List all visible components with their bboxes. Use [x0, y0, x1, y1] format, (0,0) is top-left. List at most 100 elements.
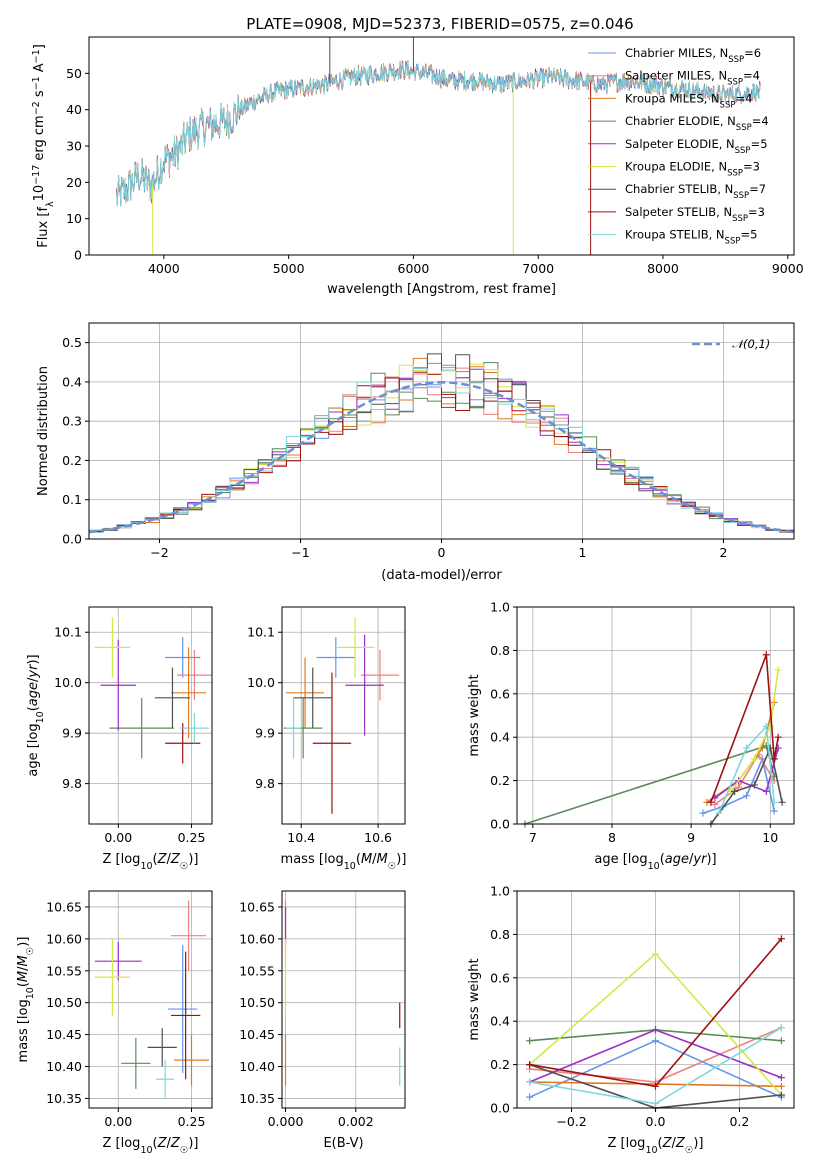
- legend-label: Kroupa ELODIE, NSSP=3: [625, 160, 760, 179]
- y-tick-label: 9.8: [255, 776, 275, 791]
- figure-title: PLATE=0908, MJD=52373, FIBERID=0575, z=0…: [246, 15, 633, 33]
- error-bar-point: [156, 1060, 174, 1099]
- mass-weight-marker: [652, 950, 659, 958]
- y-tick-label: 0.2: [490, 773, 510, 788]
- x-tick-label: 1: [579, 545, 587, 560]
- y-tick-label: 9.8: [62, 776, 82, 791]
- y-tick-label: 10.65: [46, 899, 82, 914]
- y-tick-label: 0.0: [490, 817, 510, 832]
- y-tick-label: 0.2: [490, 1057, 510, 1072]
- y-axis-label: Normed distribution: [36, 366, 51, 496]
- y-tick-label: 0.5: [62, 335, 82, 350]
- error-bar-point: [285, 657, 325, 729]
- panel-2: −2 −1 0 1 2 0.0 0.1 0.2 0.3 0.4 0.5 (data-model)/er…: [36, 322, 795, 583]
- panel-4: 10.4 10.6 9.8 9.9 10.0 10.1 mass [log10(M/M☉)]: [247, 606, 406, 872]
- x-tick-label: 0: [438, 545, 446, 560]
- error-bar-point: [94, 617, 130, 678]
- x-axis-label: Z [log10(Z/Z☉)]: [607, 1136, 703, 1156]
- error-bar-point: [316, 637, 356, 678]
- y-axis-label: mass weight: [467, 674, 482, 756]
- legend-label: Salpeter ELODIE, NSSP=5: [625, 137, 768, 156]
- y-tick-label: 0.1: [62, 492, 82, 507]
- gaussian-curve: [89, 381, 794, 534]
- x-tick-label: 8: [608, 830, 616, 845]
- y-tick-label: 10.40: [46, 1059, 82, 1074]
- y-axis-label: age [log10(age/yr)]: [26, 654, 46, 776]
- legend-label: Chabrier ELODIE, NSSP=4: [625, 114, 769, 133]
- mass-weight-marker: [750, 755, 758, 763]
- axes-frame: [88, 606, 213, 825]
- mass-weight-marker: [707, 798, 715, 806]
- mass-weight-line: [710, 654, 779, 803]
- x-tick-label: 0.2: [729, 1114, 749, 1129]
- y-tick-label: 30: [66, 139, 82, 154]
- x-tick-label: 9000: [772, 261, 804, 276]
- y-tick-label: 0.2: [62, 453, 82, 468]
- y-tick-label: 0.8: [490, 643, 510, 658]
- x-tick-label: 7: [529, 830, 537, 845]
- x-tick-label: −0.2: [556, 1114, 586, 1129]
- legend-label: Salpeter MILES, NSSP=4: [625, 69, 760, 88]
- y-tick-label: 0.6: [490, 970, 510, 985]
- axes-frame: [516, 606, 795, 825]
- mass-weight-marker: [777, 1082, 785, 1090]
- x-axis-label: (data-model)/error: [381, 568, 502, 583]
- mass-weight-marker: [526, 1093, 534, 1101]
- y-tick-label: 10.50: [46, 995, 82, 1010]
- x-tick-label: 0.25: [178, 1114, 206, 1129]
- panel-3: 0.00 0.25 9.8 9.9 10.0 10.1 Z [log10(Z/Z☉)] age…: [26, 606, 213, 872]
- y-tick-label: 10.1: [54, 625, 82, 640]
- mass-weight-marker: [777, 1037, 785, 1045]
- spectrum-line: [116, 61, 761, 207]
- x-axis-label: E(B-V): [323, 1136, 363, 1151]
- mass-weight-marker: [652, 1100, 659, 1108]
- y-tick-label: 10.55: [239, 963, 275, 978]
- legend-label: Chabrier MILES, NSSP=6: [625, 46, 761, 65]
- mass-weight-marker: [777, 1091, 785, 1099]
- x-tick-label: 2: [720, 545, 728, 560]
- y-tick-label: 0.0: [490, 1101, 510, 1116]
- y-tick-label: 10.0: [54, 675, 82, 690]
- legend-label: Kroupa MILES, NSSP=4: [625, 91, 752, 110]
- y-tick-label: 0.3: [62, 414, 82, 429]
- error-bar-point: [179, 712, 210, 744]
- mass-weight-marker: [715, 809, 723, 817]
- error-bar-point: [109, 697, 174, 759]
- y-tick-label: 50: [66, 66, 82, 81]
- y-tick-label: 0: [74, 248, 82, 263]
- y-tick-label: 40: [66, 102, 82, 117]
- error-bar-point: [293, 667, 332, 729]
- error-bar-point: [176, 649, 212, 701]
- error-bar-point: [147, 1028, 177, 1067]
- x-tick-label: 0.25: [178, 830, 206, 845]
- mass-weight-line: [524, 744, 775, 825]
- legend-label: Kroupa STELIB, NSSP=5: [625, 228, 757, 247]
- panel-6: 0.00 0.25 10.35 10.40 10.45 10.50 10.55 10.60 10…: [16, 890, 213, 1156]
- y-tick-label: 0.0: [62, 532, 82, 547]
- x-tick-label: −2: [150, 545, 168, 560]
- error-bar-point: [173, 1034, 210, 1086]
- error-bar-point: [154, 667, 191, 729]
- x-tick-label: 4000: [148, 261, 180, 276]
- axes-frame: [281, 606, 406, 825]
- x-tick-label: −1: [291, 545, 309, 560]
- mass-weight-line: [730, 669, 779, 792]
- mass-weight-marker: [778, 798, 786, 806]
- panel-5: 7 8 9 10 0.0 0.2 0.4 0.6 0.8 1.0 age [log10(age/yr…: [467, 600, 795, 872]
- y-tick-label: 0.8: [490, 927, 510, 942]
- panel-8: −0.2 0.0 0.2 0.0 0.2 0.4 0.6 0.8 1.0 Z [log10(Z/Z…: [467, 884, 795, 1156]
- y-tick-label: 10.40: [239, 1059, 275, 1074]
- mass-weight-marker: [774, 733, 782, 741]
- error-bar-point: [360, 649, 400, 701]
- y-axis-label: Flux [fλ10−17 erg cm−2 s−1 A−1]: [31, 44, 56, 248]
- y-axis-label: mass [log10(M/M☉)]: [16, 937, 36, 1063]
- x-tick-label: 0.002: [338, 1114, 374, 1129]
- mass-weight-marker: [777, 935, 785, 943]
- y-tick-label: 10.45: [239, 1027, 275, 1042]
- panel-1: 4000 5000 6000 7000 8000 9000 0 10 20 30 40 50 wavel…: [31, 36, 804, 297]
- mass-weight-marker: [770, 798, 778, 806]
- x-axis-label: Z [log10(Z/Z☉)]: [102, 852, 198, 872]
- y-tick-label: 0.4: [62, 374, 82, 389]
- mass-weight-marker: [762, 722, 770, 730]
